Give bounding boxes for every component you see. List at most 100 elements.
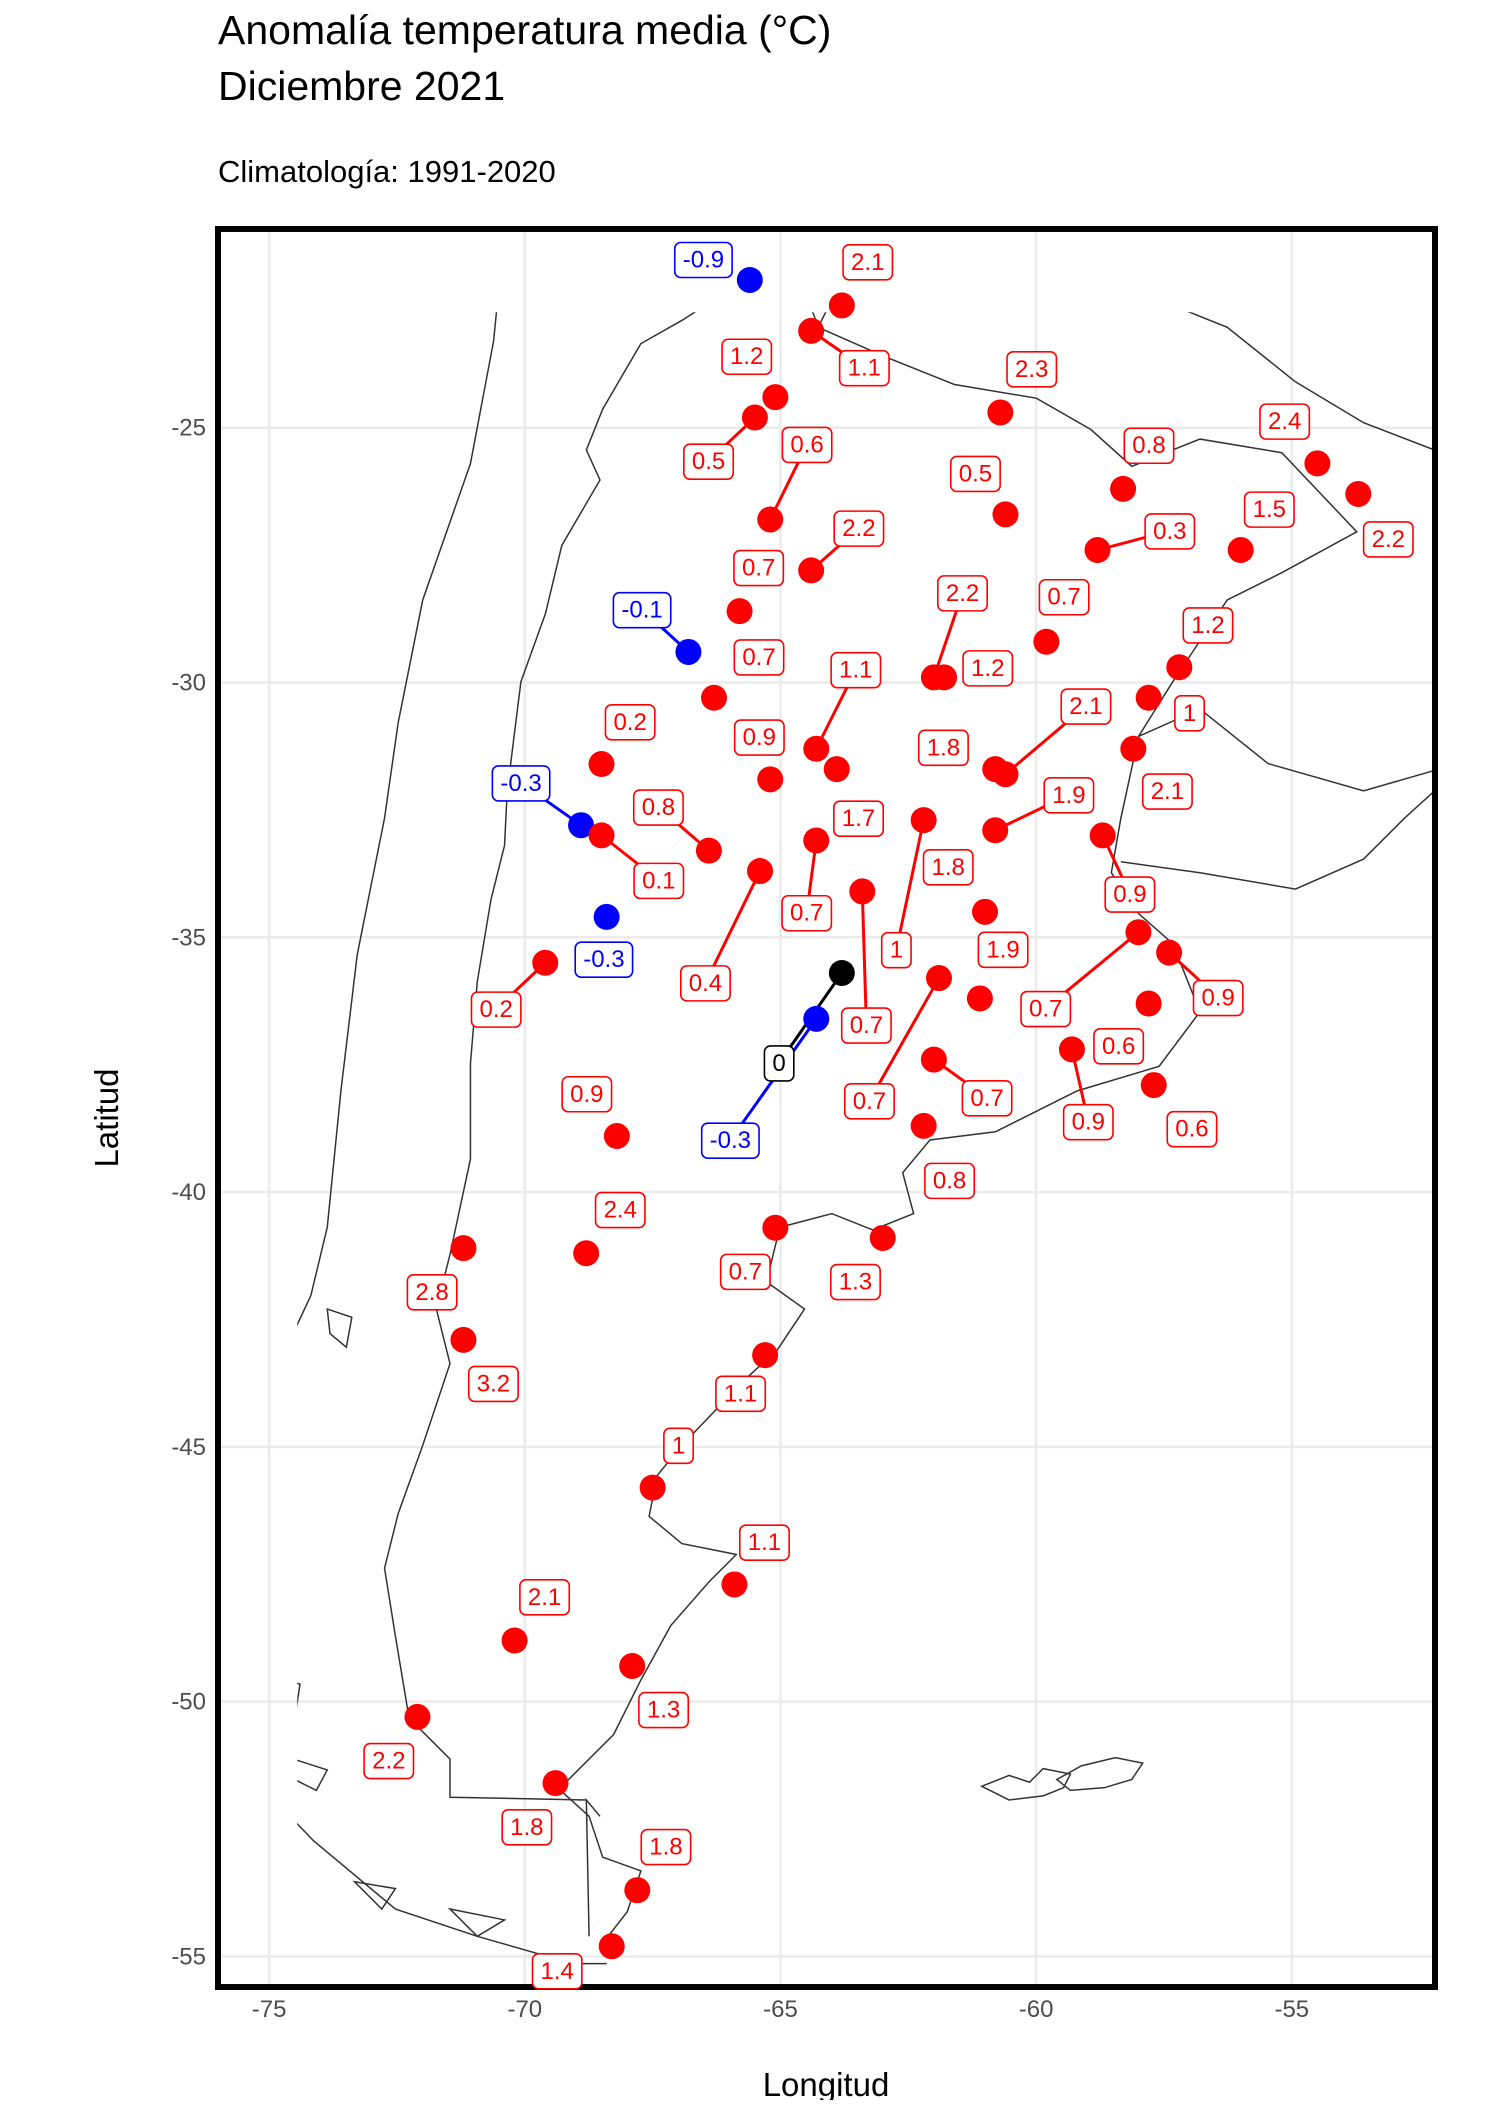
- y-axis-title: Latitud: [88, 1068, 125, 1167]
- label-text: 1.1: [839, 657, 872, 684]
- label-text: 1.8: [649, 1834, 682, 1861]
- value-label: -0.3: [700, 1122, 760, 1159]
- label-text: 1.1: [724, 1380, 757, 1407]
- value-label: 1.1: [715, 1375, 767, 1413]
- station-point: [1140, 1072, 1167, 1099]
- label-box: [781, 894, 833, 932]
- label-box: [829, 1263, 881, 1301]
- leader-line: [868, 977, 941, 1102]
- station-point: [701, 684, 728, 711]
- label-box: [1192, 979, 1244, 1017]
- label-box: [721, 338, 773, 376]
- label-text: 0.9: [1202, 985, 1235, 1012]
- value-label: 0.7: [733, 639, 785, 676]
- value-label: 2.4: [594, 1191, 646, 1229]
- label-text: -0.3: [583, 946, 624, 973]
- label-text: 2.2: [842, 515, 875, 542]
- label-text: 0.7: [1047, 584, 1080, 611]
- panel-border: [215, 226, 1438, 1990]
- chart-title: Anomalía temperatura media (°C): [218, 7, 831, 53]
- label-box: [922, 849, 974, 886]
- label-box: [1243, 491, 1295, 528]
- label-box: [833, 510, 885, 547]
- value-label: 1.7: [833, 800, 885, 838]
- label-box: [1020, 990, 1072, 1028]
- station-point: [798, 557, 825, 584]
- station-point: [987, 399, 1014, 426]
- label-box: [1043, 777, 1095, 814]
- value-label: 1.5: [1243, 491, 1295, 528]
- label-box: [1141, 773, 1193, 810]
- y-tick-label: -40: [171, 1179, 206, 1206]
- label-text: 1: [672, 1432, 685, 1459]
- station-point: [966, 985, 993, 1012]
- label-text: -0.1: [621, 597, 662, 624]
- value-label: 2.1: [1060, 688, 1112, 725]
- leader-line: [894, 819, 926, 950]
- station-point: [982, 817, 1009, 844]
- station-point: [404, 1703, 431, 1730]
- value-label: 2.2: [363, 1742, 415, 1780]
- value-label: 0.4: [679, 965, 731, 1002]
- label-text: 1.2: [1191, 612, 1224, 639]
- label-text: 1.2: [730, 343, 763, 370]
- station-point: [721, 1571, 748, 1598]
- station-point: [752, 1342, 779, 1369]
- value-label: 2.2: [937, 575, 989, 612]
- value-label: 0.2: [470, 991, 522, 1028]
- label-text: 0.6: [1175, 1116, 1208, 1143]
- label-box: [1123, 427, 1175, 465]
- station-point: [1304, 450, 1331, 477]
- station-point: [1033, 628, 1060, 655]
- label-box: [719, 1253, 771, 1291]
- label-text: 1.8: [927, 734, 960, 761]
- label-text: 1.4: [541, 1958, 574, 1985]
- label-text: 0.3: [1153, 518, 1186, 545]
- label-text: 0.8: [933, 1167, 966, 1194]
- value-label: 2.1: [842, 243, 894, 281]
- station-point: [501, 1627, 528, 1654]
- label-box: [937, 575, 989, 612]
- label-text: 2.1: [1151, 778, 1184, 805]
- value-label: 1.3: [638, 1691, 690, 1729]
- label-text: 0.7: [1029, 996, 1062, 1023]
- station-point: [736, 266, 763, 293]
- station-point: [675, 638, 702, 665]
- value-label: 1.8: [922, 849, 974, 886]
- label-box: [830, 651, 882, 689]
- label-box: [781, 426, 833, 464]
- value-label: 0.9: [1104, 876, 1156, 913]
- value-label: 0.9: [1192, 979, 1244, 1017]
- value-label: 0.8: [924, 1162, 976, 1200]
- label-text: 1.8: [932, 854, 965, 881]
- station-point: [532, 949, 559, 976]
- label-text: 0.9: [743, 724, 776, 751]
- value-label: -0.1: [612, 591, 672, 629]
- label-text: 0.9: [1113, 881, 1146, 908]
- label-box: [604, 703, 656, 741]
- label-text: 0: [772, 1050, 785, 1077]
- station-point: [757, 506, 784, 533]
- station-point: [920, 1046, 947, 1073]
- label-text: 0.7: [850, 1012, 883, 1039]
- station-point: [869, 1224, 896, 1251]
- label-box: [962, 650, 1014, 687]
- label-text: -0.9: [683, 247, 724, 274]
- label-text: 0.7: [742, 555, 775, 582]
- label-text: 2.2: [946, 580, 979, 607]
- label-box: [501, 1809, 553, 1846]
- station-point: [762, 1214, 789, 1241]
- label-box: [470, 991, 522, 1028]
- station-point: [798, 317, 825, 344]
- label-box: [633, 862, 685, 900]
- value-label: 1.9: [977, 931, 1029, 969]
- value-label: 0.6: [1093, 1028, 1145, 1065]
- value-label: 1.8: [501, 1809, 553, 1846]
- label-text: 0.6: [790, 431, 823, 458]
- label-box: [917, 729, 969, 767]
- station-point: [1084, 537, 1111, 564]
- value-label: 0.6: [781, 426, 833, 464]
- value-label: 2.2: [1362, 521, 1414, 558]
- value-label: -0.3: [574, 941, 634, 978]
- station-point: [619, 1652, 646, 1679]
